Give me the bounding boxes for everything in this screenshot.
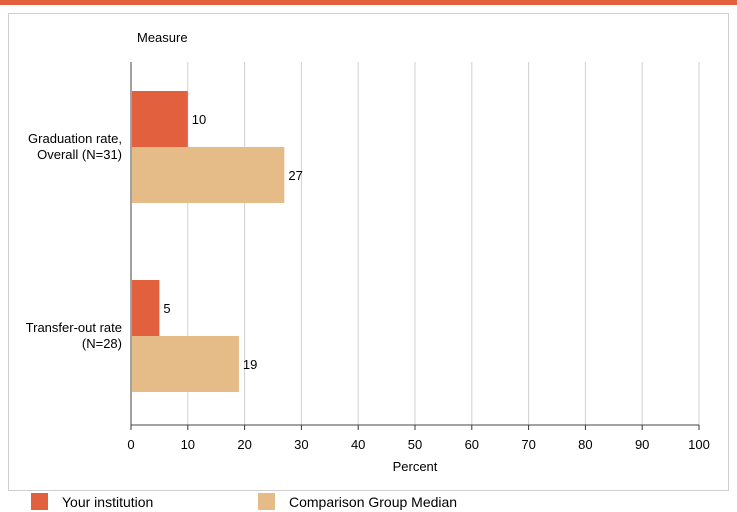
x-tick-label: 60 bbox=[465, 437, 479, 452]
x-tick-label: 100 bbox=[688, 437, 710, 452]
bar-comparison-group bbox=[132, 147, 285, 203]
top-accent-bar bbox=[0, 0, 737, 5]
legend: Your institution Comparison Group Median bbox=[0, 490, 737, 512]
x-tick-label: 40 bbox=[351, 437, 365, 452]
x-tick-label: 10 bbox=[181, 437, 195, 452]
category-label-line2: (N=28) bbox=[82, 336, 122, 351]
legend-item-your-institution: Your institution bbox=[31, 493, 153, 510]
legend-swatch-your-institution bbox=[31, 493, 48, 510]
bars bbox=[132, 91, 285, 392]
x-tick-label: 20 bbox=[237, 437, 251, 452]
category-label-line1: Graduation rate, bbox=[28, 131, 122, 146]
legend-label-comparison-group: Comparison Group Median bbox=[289, 493, 458, 510]
x-tick-label: 50 bbox=[408, 437, 422, 452]
legend-swatch-comparison-group bbox=[258, 493, 275, 510]
data-label-your-institution: 5 bbox=[163, 301, 170, 316]
bar-comparison-group bbox=[132, 336, 239, 392]
category-label-line1: Transfer-out rate bbox=[26, 320, 122, 335]
bar-chart: 10 27 5 19 0 10 20 30 40 50 60 70 80 90 100 Graduation… bbox=[26, 30, 710, 474]
value-labels: 10 27 5 19 bbox=[163, 112, 302, 372]
x-tick-label: 90 bbox=[635, 437, 649, 452]
x-tick-label: 0 bbox=[127, 437, 134, 452]
grid-lines bbox=[187, 62, 700, 425]
data-label-comparison-group: 19 bbox=[243, 357, 257, 372]
x-tick-label: 80 bbox=[578, 437, 592, 452]
data-label-your-institution: 10 bbox=[192, 112, 206, 127]
x-tick-label: 70 bbox=[521, 437, 535, 452]
axes: 0 10 20 30 40 50 60 70 80 90 100 Graduation rate,Ov… bbox=[26, 62, 710, 452]
category-axis-label: Measure bbox=[137, 30, 188, 45]
chart-frame bbox=[8, 13, 729, 491]
data-label-comparison-group: 27 bbox=[288, 168, 302, 183]
legend-item-comparison-group: Comparison Group Median bbox=[258, 493, 457, 510]
x-axis-label: Percent bbox=[393, 459, 438, 474]
legend-label-your-institution: Your institution bbox=[62, 493, 154, 510]
category-label-line2: Overall (N=31) bbox=[37, 147, 122, 162]
x-tick-label: 30 bbox=[294, 437, 308, 452]
bar-your-institution bbox=[132, 280, 160, 336]
bar-your-institution bbox=[132, 91, 188, 147]
